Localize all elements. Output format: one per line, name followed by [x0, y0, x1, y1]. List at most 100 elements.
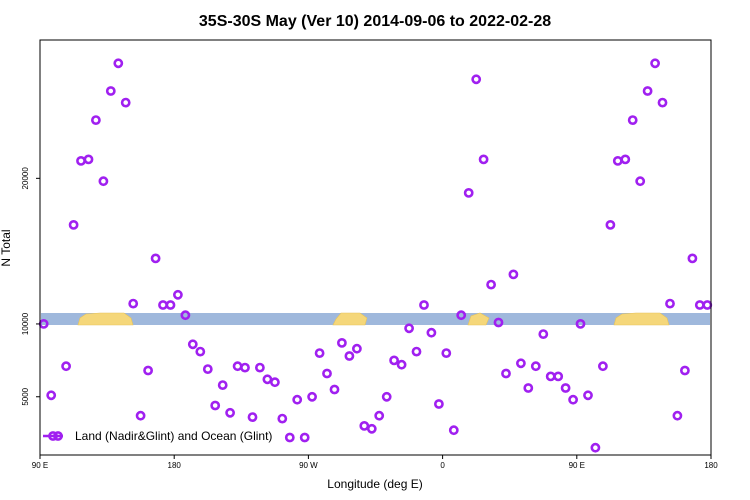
- data-point: [195, 346, 206, 357]
- data-point: [404, 323, 414, 334]
- data-point: [650, 58, 660, 69]
- data-point: [329, 384, 340, 395]
- x-tick-label: 180: [704, 461, 718, 470]
- chart-title: 35S-30S May (Ver 10) 2014-09-06 to 2022-…: [199, 13, 551, 30]
- data-point: [299, 432, 310, 443]
- data-point: [456, 310, 467, 321]
- legend: Land (Nadir&Glint) and Ocean (Glint): [43, 429, 272, 443]
- data-point: [381, 391, 392, 402]
- data-point: [262, 374, 273, 385]
- data-point: [635, 176, 646, 187]
- data-point: [240, 362, 250, 373]
- data-point: [232, 361, 243, 372]
- data-point: [389, 355, 399, 366]
- data-point: [98, 176, 109, 187]
- plot-frame: [39, 39, 712, 456]
- data-point: [426, 327, 437, 338]
- data-point: [113, 58, 124, 69]
- data-point: [657, 97, 668, 108]
- data-point: [322, 368, 332, 379]
- data-point: [396, 359, 407, 370]
- data-point: [143, 365, 153, 376]
- data-point: [277, 413, 288, 424]
- data-point: [538, 329, 549, 339]
- legend-marker-icon: [48, 431, 58, 441]
- data-point: [620, 154, 631, 165]
- data-point: [665, 298, 675, 309]
- data-point: [448, 425, 459, 436]
- data-point: [284, 432, 295, 443]
- legend-label: Land (Nadir&Glint) and Ocean (Glint): [75, 429, 272, 443]
- data-point: [165, 300, 176, 310]
- data-point: [336, 337, 347, 348]
- data-point: [128, 298, 139, 309]
- data-point: [501, 368, 511, 379]
- x-axis-label: Longitude (deg E): [327, 477, 422, 491]
- data-point: [419, 300, 429, 310]
- data-point: [530, 361, 541, 372]
- data-point: [225, 407, 235, 418]
- land-patch: [77, 312, 134, 326]
- land-patch: [613, 312, 670, 326]
- data-point: [441, 348, 452, 358]
- y-axis-label: N Total: [0, 229, 13, 266]
- ocean-band: [41, 313, 710, 325]
- data-point: [76, 155, 86, 166]
- data-point: [68, 219, 79, 230]
- data-point: [702, 300, 713, 310]
- data-point: [508, 269, 519, 280]
- data-point: [150, 253, 161, 264]
- data-points: [38, 58, 713, 453]
- data-point: [411, 346, 422, 357]
- data-point: [120, 97, 131, 108]
- y-axis-ticks: 5000 10000 20000: [21, 167, 40, 406]
- land-patch: [467, 312, 490, 326]
- data-point: [46, 390, 57, 401]
- data-point: [359, 420, 370, 431]
- data-point: [612, 155, 623, 166]
- data-point: [135, 410, 146, 421]
- data-point: [486, 279, 496, 290]
- legend-marker-icon: [53, 431, 63, 441]
- x-tick-label: 90 E: [32, 461, 48, 470]
- data-point: [344, 351, 355, 361]
- data-point: [493, 317, 504, 328]
- data-point: [83, 154, 94, 165]
- data-point: [180, 310, 191, 321]
- x-axis-ticks: 90 E 180 90 W 0 90 E 180: [32, 455, 718, 470]
- data-point: [172, 289, 183, 300]
- land-ocean-band: [41, 312, 710, 326]
- data-point: [374, 410, 385, 421]
- y-tick-label: 10000: [21, 312, 30, 335]
- data-point: [307, 391, 317, 402]
- data-point: [471, 74, 482, 85]
- x-tick-label: 0: [440, 461, 445, 470]
- y-tick-label: 20000: [21, 167, 30, 190]
- data-point: [560, 383, 571, 393]
- data-point: [598, 361, 608, 372]
- data-point: [269, 377, 280, 388]
- data-point: [583, 390, 593, 401]
- data-point: [91, 115, 101, 125]
- data-point: [568, 394, 578, 405]
- data-point: [575, 318, 586, 329]
- data-point: [351, 343, 362, 354]
- data-point: [292, 394, 303, 405]
- data-point: [545, 371, 556, 382]
- data-point: [687, 253, 698, 264]
- data-point: [217, 380, 228, 390]
- data-point: [627, 115, 638, 125]
- data-point: [210, 400, 221, 411]
- x-tick-label: 90 W: [299, 461, 318, 470]
- land-patch: [332, 312, 368, 326]
- data-point: [254, 362, 265, 373]
- data-point: [523, 383, 534, 393]
- data-point: [694, 300, 705, 310]
- data-point: [463, 187, 474, 198]
- data-point: [516, 358, 526, 369]
- data-point: [553, 371, 564, 382]
- x-tick-label: 180: [168, 461, 182, 470]
- data-point: [605, 219, 616, 230]
- data-point: [366, 423, 377, 434]
- data-point: [247, 412, 258, 422]
